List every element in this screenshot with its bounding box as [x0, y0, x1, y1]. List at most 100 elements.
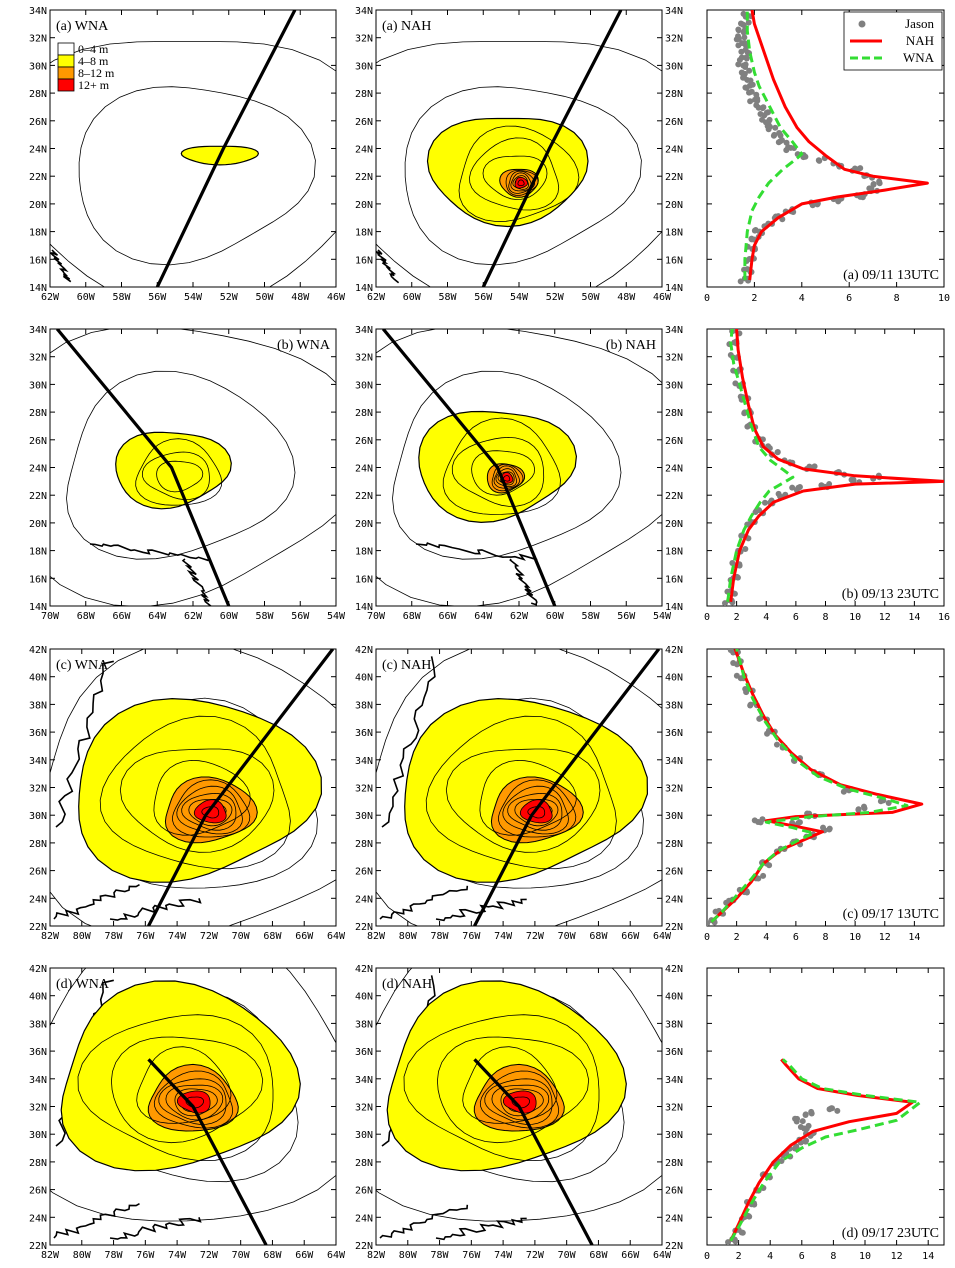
lon-tick-label: 60W: [546, 611, 565, 622]
jason-observation-point: [840, 788, 847, 795]
jason-observation-point: [761, 499, 768, 506]
lat-tick-label: 24N: [665, 464, 683, 475]
wave-contour: [517, 179, 525, 186]
coastline: [379, 1204, 469, 1239]
lon-tick-label: 66W: [295, 931, 314, 942]
wave-contour: [99, 715, 291, 870]
profile-chart-b: 0 2 4 6 8 10 12 14 16 (b) 09/13 23UTC: [704, 328, 950, 623]
lat-tick-label: 24N: [29, 145, 47, 156]
jason-observation-point: [731, 590, 738, 597]
lat-tick-label: 30N: [29, 1130, 47, 1141]
wave-contour: [188, 799, 233, 827]
profile-panel-title: (b) 09/13 23UTC: [842, 587, 939, 602]
lat-tick-label: 32N: [665, 784, 683, 795]
lat-tick-label: 26N: [29, 867, 47, 878]
lat-tick-label: 30N: [29, 811, 47, 822]
wave-contour: [158, 1078, 227, 1125]
lon-tick-label: 56W: [474, 292, 493, 303]
lat-tick-label: 38N: [355, 1019, 373, 1030]
lat-tick-label: 28N: [355, 89, 373, 100]
x-tick-label: 8: [822, 612, 828, 623]
x-tick-label: 10: [849, 932, 861, 943]
lon-tick-label: 80W: [399, 1250, 418, 1261]
lat-tick-label: 16N: [29, 255, 47, 266]
jason-observation-point: [776, 130, 783, 137]
coastline: [109, 1217, 202, 1240]
lat-tick-label: 22N: [355, 491, 373, 502]
profile-frame: [706, 648, 945, 927]
jason-observation-point: [753, 91, 760, 98]
lon-tick-label: 78W: [105, 931, 124, 942]
lat-tick-label: 22N: [29, 922, 47, 933]
jason-observation-point: [828, 1105, 835, 1112]
x-tick-label: 12: [879, 932, 891, 943]
jason-observation-point: [751, 96, 758, 103]
jason-observation-point: [816, 157, 823, 164]
legend-label: 0–4 m: [78, 42, 109, 56]
wave-contour: [50, 649, 336, 926]
map-panel-d-nah: 82W 80W 78W 76W 74W 72W 70W 68W 66W 64W22N24N26N2…: [355, 964, 683, 1261]
lat-tick-label: 26N: [29, 436, 47, 447]
wave-contour: [376, 649, 662, 926]
wave-contour: [110, 1036, 264, 1144]
wave-contour: [469, 137, 560, 211]
lon-tick-label: 56W: [148, 292, 167, 303]
x-tick-label: 8: [822, 932, 828, 943]
lat-tick-label: 32N: [355, 784, 373, 795]
legend-label: Jason: [905, 16, 934, 31]
lat-tick-label: 28N: [29, 1158, 47, 1169]
jason-observation-point: [803, 1137, 810, 1144]
coastline: [55, 660, 114, 828]
satellite-track: [381, 329, 557, 606]
jason-observation-point: [802, 1111, 809, 1118]
lat-tick-label: 42N: [355, 964, 373, 975]
lon-tick-label: 72W: [526, 931, 545, 942]
lat-tick-label: 14N: [665, 283, 683, 294]
wave-contour: [135, 438, 223, 506]
map-panel-a-nah: 62W 60W 58W 56W 54W 52W 50W 48W 46W14N16N18N20N2…: [355, 6, 683, 303]
wave-contour: [514, 799, 559, 827]
x-tick-label: 0: [704, 1251, 710, 1262]
lat-tick-label: 18N: [665, 547, 683, 558]
lat-tick-label: 42N: [355, 645, 373, 656]
lon-tick-label: 70W: [41, 611, 60, 622]
jason-observation-point: [759, 816, 766, 823]
x-tick-label: 2: [734, 612, 740, 623]
legend-swatch: [57, 42, 75, 56]
lat-tick-label: 30N: [355, 1130, 373, 1141]
jason-observation-point: [765, 109, 772, 116]
coastline: [435, 1217, 527, 1241]
lon-tick-label: 68W: [263, 931, 282, 942]
wave-contour: [404, 86, 642, 266]
lon-tick-label: 50W: [581, 292, 600, 303]
wave-contour: [376, 41, 662, 287]
lat-tick-label: 24N: [355, 145, 373, 156]
lat-tick-label: 40N: [665, 673, 683, 684]
lat-tick-label: 16N: [29, 574, 47, 585]
lat-tick-label: 26N: [355, 1186, 373, 1197]
wave-contour: [493, 465, 520, 489]
jason-observation-point: [742, 545, 749, 552]
lat-tick-label: 24N: [29, 894, 47, 905]
lon-tick-label: 68W: [589, 1250, 608, 1261]
wave-contour: [445, 748, 601, 853]
lat-tick-label: 20N: [29, 519, 47, 530]
lat-tick-label: 34N: [29, 6, 47, 17]
series-line-nah: [748, 10, 929, 281]
jason-observation-point: [741, 34, 748, 41]
jason-observation-point: [775, 139, 782, 146]
lon-tick-label: 54W: [327, 611, 346, 622]
wave-contour: [156, 460, 204, 493]
lon-tick-label: 82W: [41, 931, 60, 942]
jason-observation-point: [757, 111, 764, 118]
jason-observation-point: [712, 908, 719, 915]
lat-tick-label: 36N: [355, 728, 373, 739]
legend-label: 4–8 m: [78, 54, 109, 68]
lat-tick-label: 28N: [29, 839, 47, 850]
x-tick-label: 6: [799, 1251, 805, 1262]
lat-tick-label: 24N: [355, 464, 373, 475]
lat-tick-label: 26N: [665, 867, 683, 878]
lat-tick-label: 22N: [665, 491, 683, 502]
jason-observation-point: [795, 820, 802, 827]
x-tick-label: 4: [763, 612, 769, 623]
